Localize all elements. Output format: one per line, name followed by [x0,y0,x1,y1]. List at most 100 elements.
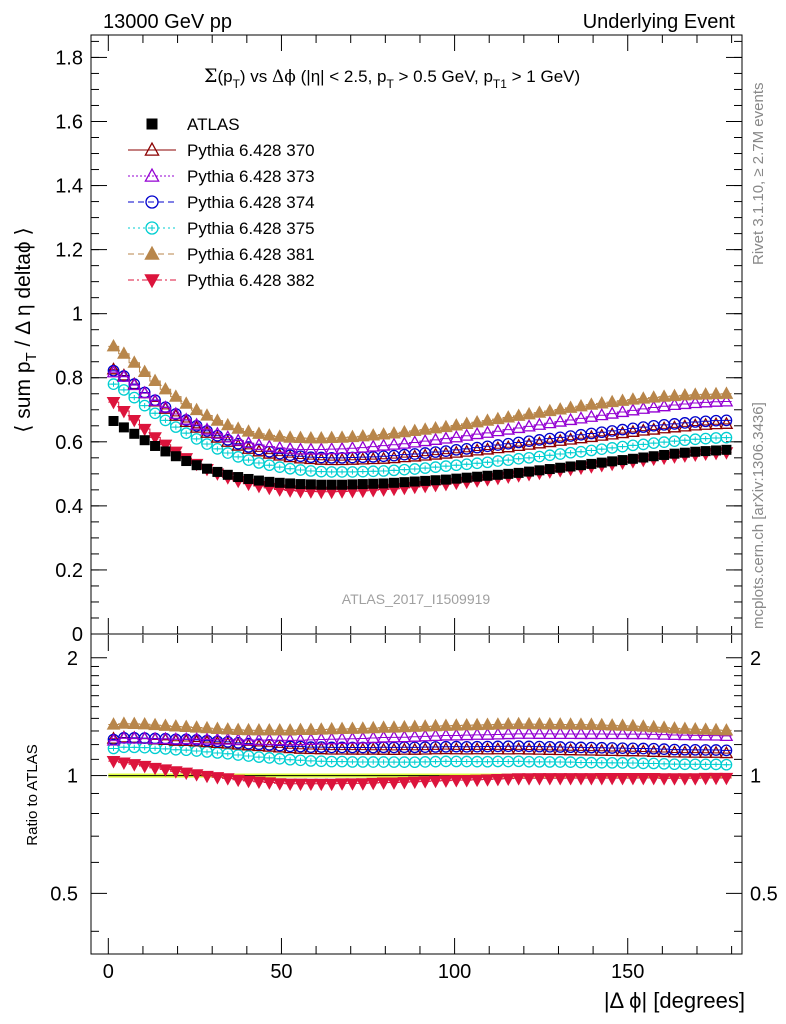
ratio-point [491,773,505,787]
x-tick-label: 100 [438,961,471,983]
ratio-point [428,718,443,732]
data-point [461,472,472,483]
ratio-point [418,742,432,755]
ratio-point [688,721,703,735]
legend-item: Pythia 6.428 381 [128,245,315,264]
data-point [636,401,651,414]
data-point [107,378,120,390]
data-point [366,428,381,441]
legend-label: Pythia 6.428 374 [187,193,315,212]
data-point [376,451,391,464]
data-point [210,426,225,439]
data-point [575,460,586,471]
ratio-point [387,742,401,755]
data-point [459,428,474,441]
data-point [698,417,713,430]
ratio-point [584,717,599,730]
data-point [532,417,547,430]
data-point [283,449,297,463]
data-point [210,430,225,443]
ratio-point [418,776,432,789]
data-point [594,407,609,421]
data-point [148,432,162,445]
legend-marker [145,195,159,209]
ratio-point [179,719,194,732]
data-point [233,472,244,483]
ratio-point [594,717,609,731]
data-point [305,479,316,490]
data-point [638,452,649,463]
rivet-label: Rivet 3.1.10, ≥ 2.7M events [750,83,767,266]
ratio-point [678,721,692,734]
data-point [636,391,651,404]
ratio-point [304,732,318,745]
ratio-point [594,743,609,756]
ratio-point [189,720,204,733]
ratio-point [335,731,349,745]
data-point [170,451,181,462]
ratio-point [117,716,131,729]
data-point [117,405,131,419]
ratio-point [169,731,183,745]
data-point [387,450,401,464]
data-point [274,477,285,488]
x-tick-label: 50 [270,961,292,983]
data-point [449,445,464,458]
circle-dot-ring [221,447,234,459]
ratio-point [594,773,609,786]
data-point [262,446,277,459]
ratio-point [646,719,661,733]
ratio-point [293,732,308,746]
data-point [366,451,381,465]
data-point [106,362,121,375]
data-point [648,451,659,462]
ratio-point [148,717,162,731]
ratio-point [522,716,536,730]
data-point [688,387,703,400]
ratio-point [241,732,256,746]
ratio-point [106,733,121,746]
data-point [511,438,526,452]
data-point [201,438,213,450]
data-point [231,433,245,446]
data-point [314,430,329,444]
data-point [324,452,339,466]
data-point [720,431,733,444]
ratio-series-5 [106,716,734,736]
data-point [688,418,703,431]
ratio-point [387,720,401,733]
data-point [295,479,306,490]
ratio-point [439,775,453,788]
data-point [428,432,443,445]
ratio-point [667,745,682,758]
data-point [179,396,194,409]
data-point [252,426,266,439]
data-point [387,426,401,439]
ratio-point [345,778,360,791]
ratio-point [636,726,651,740]
data-point [366,439,381,452]
ratio-point [532,716,547,730]
ratio-point [376,777,391,790]
ratio-point [407,776,422,790]
ratio-point [522,726,536,739]
ratio-point [366,720,381,734]
ratio-point [563,773,578,786]
data-point [563,400,578,413]
data-point [304,451,318,465]
data-point [202,463,213,474]
data-point [459,444,474,457]
data-point [522,437,536,450]
ratio-point [439,741,453,755]
y-tick-label: 0.6 [55,432,83,454]
data-point [293,442,308,455]
ratio-plot-frame [90,633,743,955]
ratio-point [241,722,256,736]
data-point [544,464,555,475]
ratio-point [407,742,422,755]
data-point [698,387,713,400]
y-tick-label: 0.4 [55,496,83,518]
data-point [388,477,399,488]
data-point [470,414,484,428]
data-point [200,422,214,435]
